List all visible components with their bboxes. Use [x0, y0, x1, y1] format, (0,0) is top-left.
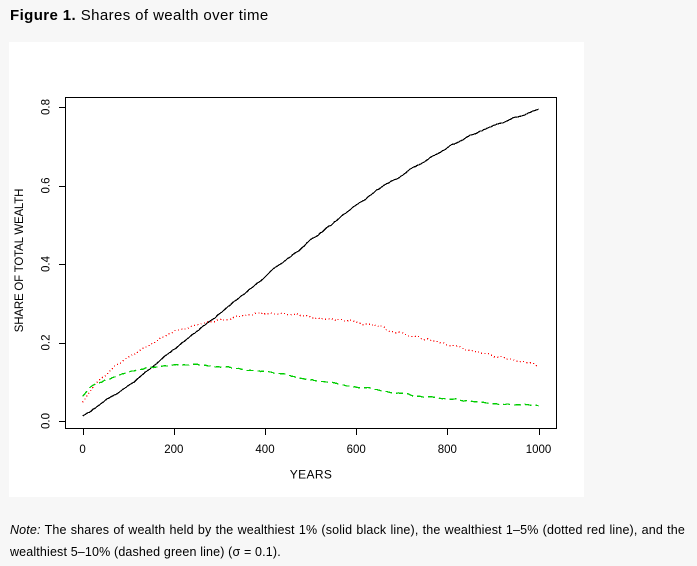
svg-text:0.8: 0.8 [41, 99, 53, 115]
svg-text:0.4: 0.4 [41, 255, 53, 272]
svg-text:SHARE OF TOTAL WEALTH: SHARE OF TOTAL WEALTH [14, 189, 26, 332]
svg-text:800: 800 [438, 444, 457, 456]
svg-text:0: 0 [79, 444, 85, 456]
svg-text:600: 600 [347, 444, 366, 456]
svg-text:200: 200 [164, 444, 183, 456]
svg-text:0.0: 0.0 [41, 413, 53, 429]
svg-text:0.2: 0.2 [41, 335, 53, 351]
svg-text:0.6: 0.6 [41, 178, 53, 194]
svg-text:YEARS: YEARS [290, 468, 332, 482]
svg-text:400: 400 [255, 444, 274, 456]
svg-text:1000: 1000 [526, 444, 552, 456]
